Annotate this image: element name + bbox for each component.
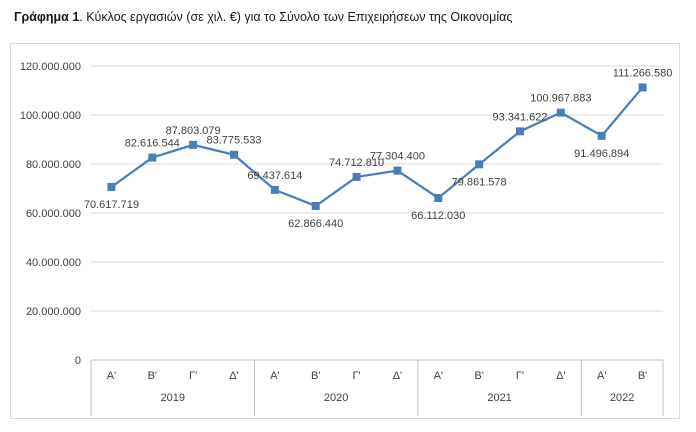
data-point-marker [516, 127, 524, 136]
gridlines [91, 65, 663, 312]
data-label: 111.266.580 [613, 67, 673, 79]
x-tick-label: Α' [434, 370, 443, 382]
data-point-marker [230, 150, 238, 159]
data-labels: 70.617.719 82.616.54487.803.07983.775.533… [84, 67, 672, 230]
data-point-marker [189, 140, 198, 149]
y-tick-label: 100.000.000 [20, 110, 81, 122]
series-turnover [107, 83, 647, 210]
x-tick-label: Α' [107, 370, 116, 382]
data-point-marker [107, 182, 116, 191]
x-tick-label: Γ' [189, 370, 197, 382]
x-tick-label: Α' [597, 370, 606, 382]
data-label: 93.341.622 [492, 111, 547, 123]
x-tick-label: Β' [474, 370, 483, 382]
data-point-marker [638, 83, 647, 92]
y-tick-label: 80.000.000 [26, 159, 81, 171]
x-tick-label: Γ' [352, 370, 360, 382]
caption-label: Γράφημα 1 [14, 10, 80, 24]
data-label: 70.617.719 [84, 199, 139, 211]
x-tick-label: Β' [148, 370, 157, 382]
data-label: 79.861.578 [452, 176, 507, 188]
x-axis-group-labels: 2019 2020 2021 2022 [160, 392, 634, 404]
data-point-marker [434, 194, 443, 203]
y-tick-label: 0 [75, 355, 81, 367]
x-group-label: 2019 [160, 392, 184, 404]
x-tick-label: Δ' [393, 370, 402, 382]
data-point-marker [270, 185, 279, 194]
x-tick-label: Α' [270, 370, 279, 382]
series-line [110, 86, 644, 208]
caption-text: . Κύκλος εργασιών (σε χιλ. €) για το Σύν… [79, 10, 513, 24]
y-axis-tick-labels: 0 20.000.000 40.000.000 60.000.000 80.000.00… [20, 61, 81, 367]
x-axis [90, 359, 664, 416]
data-label: 74.712.810 [329, 157, 384, 169]
data-point-marker [556, 108, 565, 117]
x-tick-label: Δ' [556, 370, 565, 382]
data-point-marker [475, 160, 484, 169]
data-label: 87.803.079 [166, 125, 221, 137]
data-point-marker [393, 166, 402, 175]
data-point-marker [597, 131, 606, 140]
y-tick-label: 120.000.000 [20, 61, 81, 73]
y-tick-label: 60.000.000 [26, 208, 81, 220]
data-label: 77.304.400 [370, 151, 425, 163]
data-label: 69.437.614 [247, 170, 302, 182]
x-group-label: 2022 [610, 392, 634, 404]
x-tick-label: Δ' [229, 370, 238, 382]
x-group-label: 2021 [487, 392, 511, 404]
x-group-label: 2020 [324, 392, 348, 404]
data-label: 66.112.030 [411, 210, 465, 222]
data-label: 100.967.883 [530, 93, 591, 105]
x-axis-tick-labels: Α' Β' Γ' Δ' Α' Β' Γ' Δ' Α' Β' Γ' Δ' Α' Β' [107, 370, 648, 382]
chart-caption: Γράφημα 1. Κύκλος εργασιών (σε χιλ. €) γ… [14, 10, 512, 24]
y-tick-label: 40.000.000 [26, 257, 81, 269]
line-chart: 0 20.000.000 40.000.000 60.000.000 80.000.00… [20, 61, 672, 416]
chart-frame: 0 20.000.000 40.000.000 60.000.000 80.000.00… [10, 43, 680, 419]
data-label: 62.866.440 [288, 218, 343, 230]
data-point-marker [311, 201, 320, 210]
x-tick-label: Β' [638, 370, 647, 382]
data-point-marker [352, 172, 361, 181]
data-point-marker [148, 153, 157, 162]
data-label: 91.496.894 [574, 148, 629, 160]
y-tick-label: 20.000.000 [26, 306, 81, 318]
data-label: 83.775.533 [206, 135, 261, 147]
x-tick-label: Γ' [516, 370, 524, 382]
data-label: 82.616.544 [125, 138, 180, 150]
x-tick-label: Β' [311, 370, 320, 382]
